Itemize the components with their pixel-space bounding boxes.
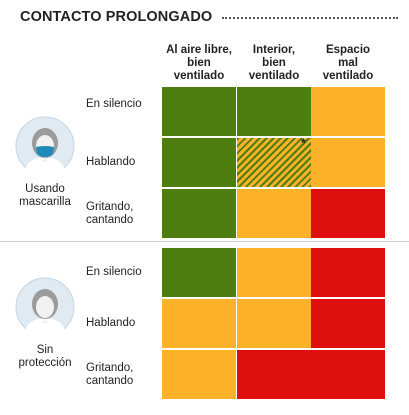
group-label-line: protección bbox=[18, 356, 72, 369]
column-header-line: ventilado bbox=[248, 70, 300, 82]
risk-cell-amber bbox=[162, 350, 236, 399]
row-label: En silencio bbox=[86, 98, 164, 111]
row-label-line: Gritando, bbox=[86, 200, 134, 213]
row-label-line: Hablando bbox=[86, 156, 136, 168]
risk-cell-amber bbox=[237, 299, 311, 348]
group-label-line: Sin bbox=[36, 343, 54, 356]
risk-cell-green bbox=[162, 87, 236, 136]
risk-cell-hatched bbox=[237, 138, 311, 187]
risk-cell-red bbox=[311, 248, 385, 297]
group-label: Usando mascarilla bbox=[5, 183, 85, 209]
column-header: Interior, bien ventilado bbox=[237, 44, 311, 83]
row-label: Gritando, cantando bbox=[86, 201, 164, 227]
column-header-line: bien bbox=[187, 57, 211, 69]
row-label: Hablando bbox=[86, 156, 164, 169]
risk-cell-red bbox=[311, 299, 385, 348]
group-label-line: mascarilla bbox=[19, 195, 71, 208]
row-label-line: cantando bbox=[86, 374, 134, 387]
column-header-line: Interior, bbox=[252, 44, 296, 56]
risk-cell-amber bbox=[237, 189, 311, 238]
risk-cell-green bbox=[162, 189, 236, 238]
risk-cell-green bbox=[162, 138, 236, 187]
chart-title: CONTACTO PROLONGADO bbox=[20, 9, 213, 25]
column-header: Espacio mal ventilado bbox=[311, 44, 385, 83]
group-label: Sin protección bbox=[5, 344, 85, 370]
column-header-line: Espacio bbox=[325, 44, 371, 56]
risk-cell-amber bbox=[162, 299, 236, 348]
group-divider bbox=[0, 241, 409, 242]
risk-cell-amber bbox=[311, 87, 385, 136]
column-header-line: ventilado bbox=[322, 70, 374, 82]
title-dotted-rule bbox=[222, 17, 398, 19]
group-label-line: Usando bbox=[25, 182, 65, 195]
row-label-line: En silencio bbox=[86, 98, 142, 110]
risk-cell-green bbox=[237, 87, 311, 136]
risk-cell-red bbox=[311, 350, 385, 399]
risk-cell-green bbox=[162, 248, 236, 297]
risk-cell-amber bbox=[311, 138, 385, 187]
row-label: Hablando bbox=[86, 317, 164, 330]
person-without-mask-icon bbox=[15, 277, 75, 337]
column-header: Al aire libre, bien ventilado bbox=[162, 44, 236, 83]
column-header-line: bien bbox=[262, 57, 286, 69]
row-label-line: Gritando, bbox=[86, 361, 134, 374]
row-label: En silencio bbox=[86, 266, 164, 279]
risk-cell-red bbox=[311, 189, 385, 238]
risk-cell-red bbox=[237, 350, 311, 399]
column-header-line: mal bbox=[338, 57, 358, 69]
row-label-line: Hablando bbox=[86, 317, 136, 329]
footnote-asterisk: * bbox=[301, 136, 306, 150]
person-with-mask-icon bbox=[15, 116, 75, 176]
row-label-line: En silencio bbox=[86, 266, 142, 278]
risk-cell-amber bbox=[237, 248, 311, 297]
row-label: Gritando, cantando bbox=[86, 362, 164, 388]
column-header-line: Al aire libre, bbox=[166, 44, 232, 56]
column-header-line: ventilado bbox=[173, 70, 225, 82]
row-label-line: cantando bbox=[86, 213, 134, 226]
